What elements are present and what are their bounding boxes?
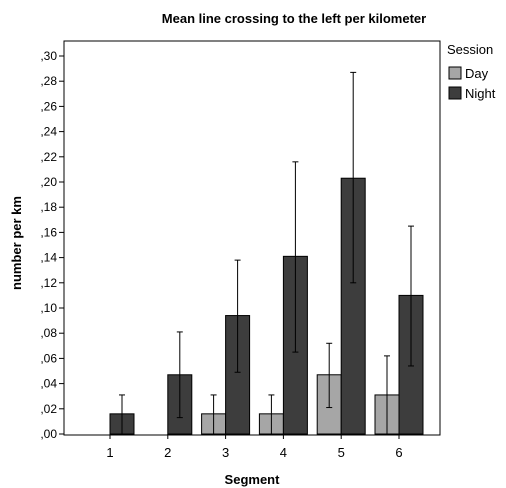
y-tick-label: ,28 bbox=[40, 74, 57, 88]
y-tick-label: ,02 bbox=[40, 402, 57, 416]
y-axis: ,00 ,02 ,04 ,06 ,08 ,10 ,12 ,14 ,16 ,18 ,20 ,22 ,24,… bbox=[40, 49, 64, 441]
legend-title: Session bbox=[447, 42, 493, 57]
x-axis-title: Segment bbox=[225, 472, 281, 487]
x-tick-label: 1 bbox=[106, 445, 113, 460]
legend-label-night: Night bbox=[465, 86, 496, 101]
y-tick-label: ,12 bbox=[40, 276, 57, 290]
legend-label-day: Day bbox=[465, 66, 489, 81]
y-tick-label: ,14 bbox=[40, 251, 57, 265]
x-tick-label: 4 bbox=[280, 445, 287, 460]
x-tick-label: 3 bbox=[222, 445, 229, 460]
y-tick-label: ,04 bbox=[40, 377, 57, 391]
plot-frame bbox=[63, 40, 441, 436]
x-tick-label: 5 bbox=[338, 445, 345, 460]
error-bars-layer bbox=[119, 71, 414, 435]
legend-swatch-night bbox=[448, 86, 462, 100]
y-tick-label: ,30 bbox=[40, 49, 57, 63]
legend-swatch-day bbox=[448, 66, 462, 80]
y-tick-label: ,24 bbox=[40, 125, 57, 139]
y-tick-label: ,26 bbox=[40, 99, 57, 113]
y-tick-label: ,08 bbox=[40, 326, 57, 340]
y-tick-label: ,10 bbox=[40, 301, 57, 315]
x-tick-label: 6 bbox=[395, 445, 402, 460]
y-tick-label: ,00 bbox=[40, 427, 57, 441]
y-tick-label: ,16 bbox=[40, 225, 57, 239]
y-tick-label: ,18 bbox=[40, 200, 57, 214]
y-tick-label: ,20 bbox=[40, 175, 57, 189]
y-tick-label: ,22 bbox=[40, 150, 57, 164]
chart-title: Mean line crossing to the left per kilom… bbox=[162, 11, 426, 26]
bars-layer bbox=[109, 177, 424, 435]
y-tick-label: ,06 bbox=[40, 351, 57, 365]
x-tick-label: 2 bbox=[164, 445, 171, 460]
legend: Session Day Night bbox=[447, 42, 496, 101]
y-axis-title: number per km bbox=[9, 196, 24, 290]
x-axis: 1 2 3 4 5 6 bbox=[106, 434, 403, 460]
